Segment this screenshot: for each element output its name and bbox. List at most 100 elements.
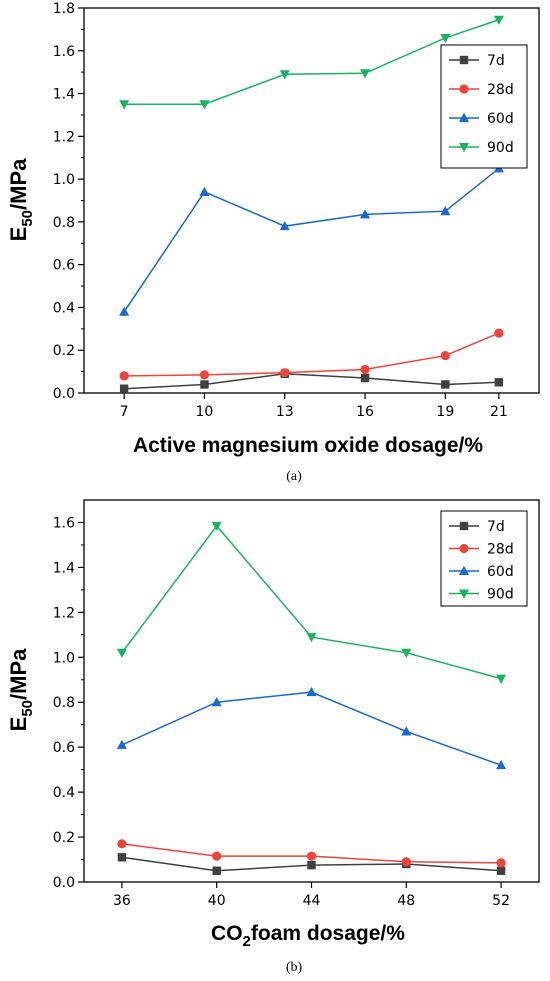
data-point-60d [401,726,412,736]
legend-label-90d: 90d [487,140,514,156]
data-point-90d [496,674,507,684]
legend-label-7d: 7d [487,53,505,69]
legend-label-90d: 90d [487,587,514,603]
x-tick-label: 52 [492,893,510,909]
chart-panel-a: 0.0 0.2 0.4 0.6 0.8 1.0 1.2 1.4 1.6 1.8 7 10 13 16 19… [6,1,540,484]
data-point-7d [307,860,316,870]
x-tick-label: 7 [120,404,129,420]
legend-b: 7d 28d 60d 90d [440,510,528,607]
x-axis-a: 7 10 13 16 19 21 [120,393,508,420]
x-axis-label-a: Active magnesium oxide dosage/% [133,434,483,457]
y-tick-label: 0.6 [53,258,75,274]
y-axis-label-a: E50/MPa [6,158,36,241]
legend-label-7d: 7d [487,519,505,535]
data-point-60d [279,220,290,231]
data-point-28d [199,370,210,380]
data-point-7d [212,866,221,875]
y-tick-label: 1.4 [53,87,75,103]
data-point-28d [401,857,411,867]
y-axis-label-b: E50/MPa [6,648,36,731]
legend-marker-90d [459,589,469,599]
data-point-60d [496,759,507,770]
data-point-28d [360,364,370,375]
x-tick-label: 44 [303,893,321,909]
legend-marker-28d [459,543,469,554]
x-axis-label-b: CO2foam dosage/% [211,922,405,950]
data-point-7d [117,853,127,862]
series-line-60d [121,691,502,766]
data-point-28d [440,350,450,361]
legend-marker-60d [459,565,469,575]
data-point-7d [441,380,450,389]
series-line-90d [124,19,500,105]
y-tick-label: 0.4 [53,785,75,801]
y-tick-label: 0.0 [53,875,75,891]
x-tick-label: 13 [276,404,294,420]
x-tick-label: 21 [490,404,508,420]
data-point-90d [401,648,412,658]
y-tick-label: 0.8 [53,215,75,231]
data-point-28d [280,368,290,378]
panel-caption-a: (a) [286,469,302,484]
x-tick-label: 16 [356,404,374,420]
x-axis-b: 36 40 44 48 52 [113,882,510,909]
y-tick-label: 1.0 [53,650,75,666]
legend-label-28d: 28d [487,542,514,558]
data-point-28d [494,328,504,338]
data-point-90d [440,33,451,44]
series-group-a [119,15,504,393]
data-point-60d [360,209,371,219]
data-point-90d [116,648,127,658]
y-tick-label: 0.2 [53,830,75,846]
data-point-60d [116,739,127,749]
y-tick-label: 0.0 [53,386,75,402]
data-point-7d [360,373,370,383]
data-point-28d [306,851,317,861]
data-point-7d [119,384,129,393]
legend-label-28d: 28d [487,82,514,98]
data-point-90d [279,70,290,80]
data-point-60d [306,686,317,697]
data-point-90d [360,69,371,79]
legend-box-b [440,510,528,607]
y-tick-label: 1.8 [53,1,75,17]
legend-marker-60d [459,112,469,122]
legend-marker-28d [459,84,469,94]
y-tick-label: 0.4 [53,300,75,316]
data-point-60d [211,697,222,707]
series-group-b [116,521,507,875]
data-point-28d [117,839,127,849]
legend-marker-7d [459,55,469,65]
x-tick-label: 40 [208,893,226,909]
legend-marker-90d [459,143,469,153]
data-point-60d [119,306,130,316]
y-tick-label: 1.4 [53,560,75,576]
x-tick-label: 10 [196,404,214,420]
series-line-60d [123,167,500,313]
data-point-28d [212,851,222,861]
data-point-90d [211,521,222,532]
series-line-28d [124,332,500,377]
y-axis-b: 0.0 0.2 0.4 0.6 0.8 1.0 1.2 1.4 1.6 [53,515,84,891]
panel-caption-b: (b) [286,960,303,975]
data-point-90d [493,15,504,25]
y-tick-label: 0.6 [53,740,75,756]
x-tick-label: 48 [397,893,415,909]
x-tick-label: 36 [113,893,131,909]
data-point-7d [496,866,506,875]
data-point-28d [496,858,506,868]
legend-box-a [440,44,528,169]
y-tick-label: 1.2 [53,605,75,621]
y-axis-a: 0.0 0.2 0.4 0.6 0.8 1.0 1.2 1.4 1.6 1.8 [53,1,84,402]
data-point-7d [494,378,504,387]
y-tick-label: 1.6 [53,515,75,531]
legend-a: 7d 28d 60d 90d [440,44,528,169]
data-point-90d [306,633,317,643]
legend-label-60d: 60d [487,111,514,127]
data-point-60d [440,205,451,216]
series-line-7d [124,372,499,390]
data-point-90d [199,100,210,110]
y-tick-label: 1.2 [53,129,75,145]
data-point-28d [119,371,129,381]
